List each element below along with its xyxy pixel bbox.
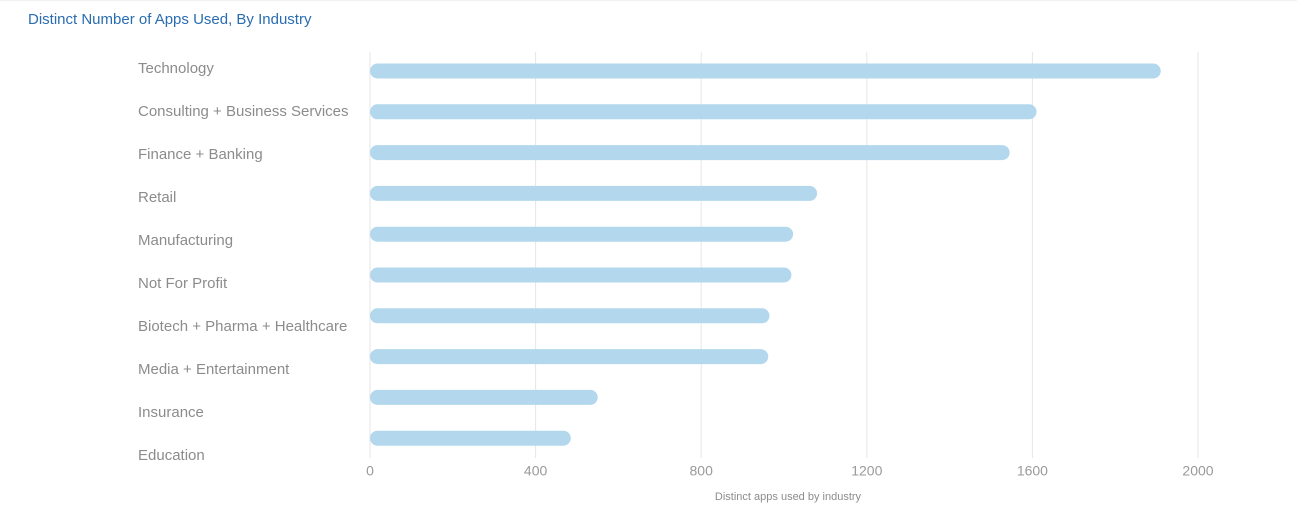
x-axis-ticks: 0 400 800 1200 1600 2000 <box>366 463 1214 479</box>
bar[interactable] <box>370 145 1010 161</box>
x-tick-label: 0 <box>366 463 374 479</box>
category-label: Consulting + Business Services <box>138 103 349 120</box>
bar[interactable] <box>370 63 1161 79</box>
gridlines <box>369 52 1199 458</box>
bar[interactable] <box>370 104 1037 120</box>
bar[interactable] <box>370 430 571 446</box>
bar[interactable] <box>370 308 770 324</box>
top-divider <box>0 0 1297 1</box>
category-label: Manufacturing <box>138 232 233 249</box>
category-labels: Technology Consulting + Business Services… <box>138 60 349 464</box>
x-tick-label: 800 <box>690 463 714 479</box>
category-label: Insurance <box>138 404 204 421</box>
x-tick-label: 1600 <box>1017 463 1048 479</box>
x-tick-label: 400 <box>524 463 548 479</box>
x-axis-title: Distinct apps used by industry <box>715 491 862 503</box>
category-label: Biotech + Pharma + Healthcare <box>138 318 347 335</box>
bar[interactable] <box>370 349 769 365</box>
x-tick-label: 1200 <box>851 463 882 479</box>
x-tick-label: 2000 <box>1182 463 1213 479</box>
bar[interactable] <box>370 389 598 405</box>
category-label: Retail <box>138 189 176 206</box>
category-label: Finance + Banking <box>138 146 263 163</box>
category-label: Technology <box>138 60 214 77</box>
bar[interactable] <box>370 267 792 283</box>
category-label: Not For Profit <box>138 275 228 292</box>
bar[interactable] <box>370 185 818 201</box>
bars <box>370 63 1161 446</box>
category-label: Education <box>138 447 205 464</box>
chart-title: Distinct Number of Apps Used, By Industr… <box>28 11 312 28</box>
category-label: Media + Entertainment <box>138 361 290 378</box>
bar[interactable] <box>370 226 794 242</box>
